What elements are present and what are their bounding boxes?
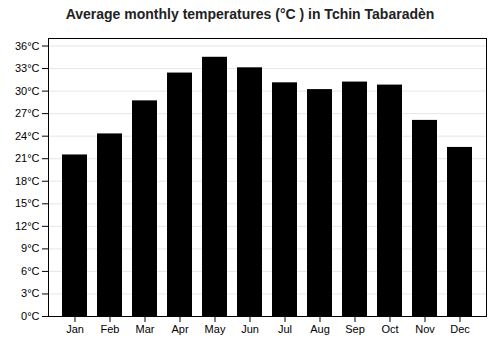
svg-text:Apr: Apr [171, 323, 188, 335]
svg-text:Feb: Feb [101, 323, 120, 335]
svg-text:27°C: 27°C [15, 107, 40, 119]
svg-text:3°C: 3°C [21, 287, 40, 299]
svg-text:21°C: 21°C [15, 152, 40, 164]
html-text:Average monthly temperatures (: Average monthly temperatures (°C ) in Tc… [65, 6, 435, 22]
svg-text:Jun: Jun [241, 323, 259, 335]
svg-text:Sep: Sep [345, 323, 365, 335]
svg-text:6°C: 6°C [21, 265, 40, 277]
svg-text:33°C: 33°C [15, 62, 40, 74]
svg-text:18°C: 18°C [15, 175, 40, 187]
svg-text:Nov: Nov [415, 323, 435, 335]
svg-text:Oct: Oct [381, 323, 398, 335]
svg-text:15°C: 15°C [15, 197, 40, 209]
svg-text:12°C: 12°C [15, 220, 40, 232]
svg-text:Mar: Mar [136, 323, 155, 335]
svg-text:May: May [205, 323, 226, 335]
svg-text:Dec: Dec [450, 323, 470, 335]
svg-text:9°C: 9°C [21, 242, 40, 254]
svg-text:36°C: 36°C [15, 40, 40, 52]
svg-text:Aug: Aug [310, 323, 330, 335]
svg-text:0°C: 0°C [21, 310, 40, 322]
svg-text:Jan: Jan [66, 323, 84, 335]
svg-text:Jul: Jul [278, 323, 292, 335]
svg-text:30°C: 30°C [15, 85, 40, 97]
svg-text:24°C: 24°C [15, 130, 40, 142]
